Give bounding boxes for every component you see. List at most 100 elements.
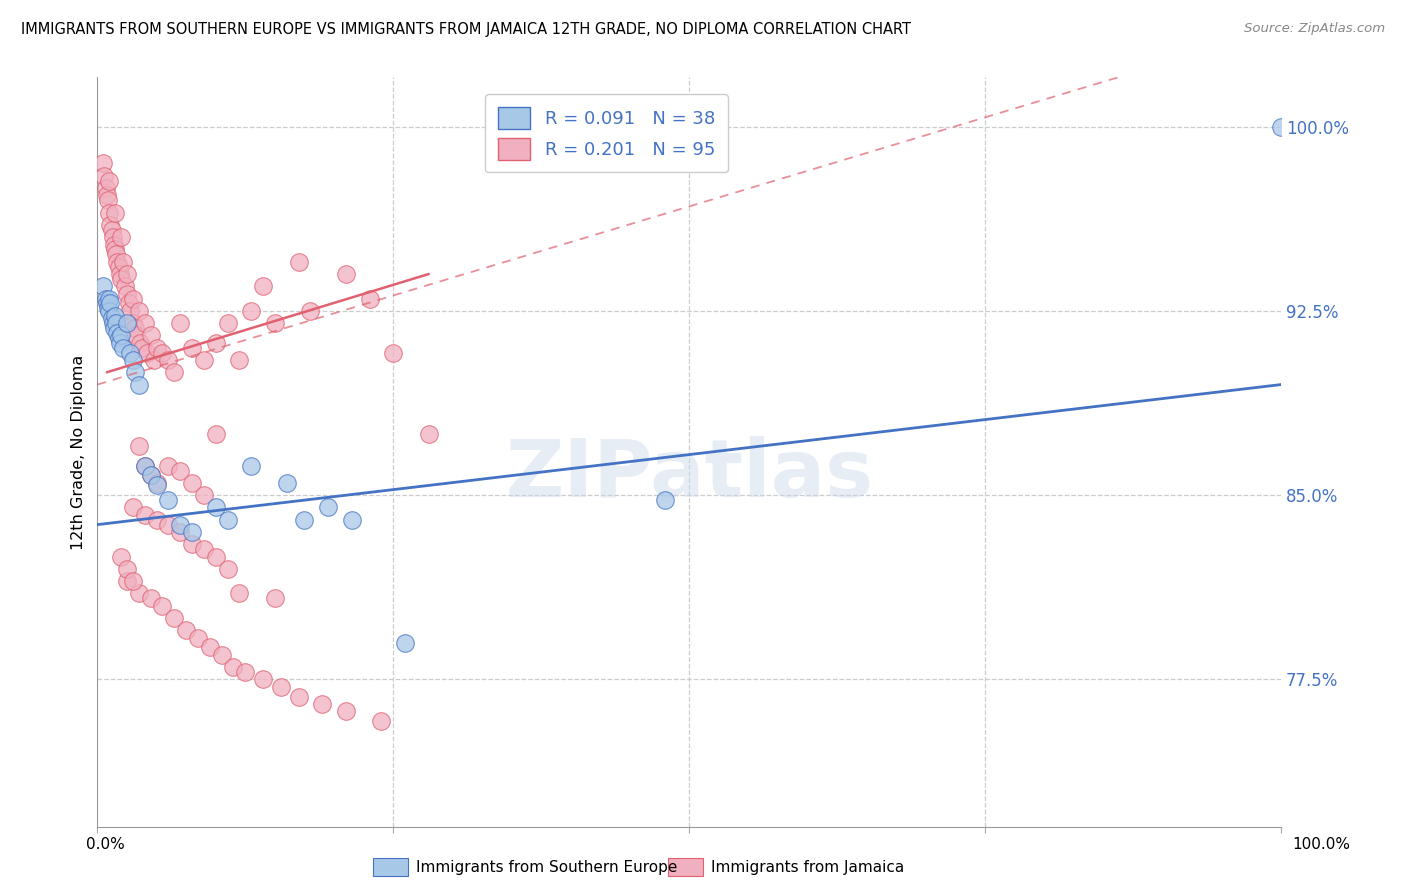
Point bbox=[121, 316, 143, 330]
Point bbox=[124, 321, 146, 335]
Point bbox=[211, 648, 233, 662]
Point bbox=[91, 279, 114, 293]
Point bbox=[193, 488, 215, 502]
Point bbox=[105, 247, 128, 261]
Point bbox=[96, 296, 118, 310]
Point bbox=[114, 279, 136, 293]
Point bbox=[104, 309, 127, 323]
Point bbox=[233, 665, 256, 679]
Point bbox=[169, 517, 191, 532]
Point bbox=[181, 475, 204, 490]
Point bbox=[340, 513, 363, 527]
Point bbox=[115, 562, 138, 576]
Point bbox=[169, 316, 191, 330]
Text: IMMIGRANTS FROM SOUTHERN EUROPE VS IMMIGRANTS FROM JAMAICA 12TH GRADE, NO DIPLOM: IMMIGRANTS FROM SOUTHERN EUROPE VS IMMIG… bbox=[21, 22, 911, 37]
Point bbox=[145, 478, 167, 492]
Point bbox=[294, 513, 316, 527]
Point bbox=[145, 513, 167, 527]
Point bbox=[112, 341, 135, 355]
Point bbox=[93, 169, 115, 183]
Point bbox=[240, 303, 263, 318]
Point bbox=[204, 549, 226, 564]
Point bbox=[276, 475, 298, 490]
Point bbox=[204, 500, 226, 515]
Point bbox=[100, 311, 122, 326]
Point bbox=[169, 464, 191, 478]
Point bbox=[98, 205, 121, 219]
Point bbox=[121, 353, 143, 368]
Point bbox=[110, 549, 132, 564]
Point bbox=[108, 335, 131, 350]
Point bbox=[152, 345, 174, 359]
Point bbox=[110, 272, 132, 286]
Y-axis label: 12th Grade, No Diploma: 12th Grade, No Diploma bbox=[72, 354, 86, 549]
Point bbox=[217, 562, 239, 576]
Point bbox=[311, 697, 333, 711]
Point bbox=[97, 301, 120, 316]
Point bbox=[98, 292, 121, 306]
Point bbox=[103, 321, 125, 335]
Point bbox=[112, 254, 135, 268]
Point bbox=[128, 586, 150, 600]
Point bbox=[139, 468, 162, 483]
Point bbox=[264, 316, 287, 330]
Point bbox=[139, 328, 162, 343]
Point bbox=[139, 591, 162, 606]
Point bbox=[110, 328, 132, 343]
Point bbox=[94, 292, 117, 306]
Text: Immigrants from Jamaica: Immigrants from Jamaica bbox=[711, 860, 904, 874]
Point bbox=[252, 673, 274, 687]
Point bbox=[134, 316, 156, 330]
Point bbox=[124, 365, 146, 379]
Point bbox=[128, 303, 150, 318]
Point bbox=[187, 631, 209, 645]
Text: Immigrants from Southern Europe: Immigrants from Southern Europe bbox=[416, 860, 678, 874]
Legend: R = 0.091   N = 38, R = 0.201   N = 95: R = 0.091 N = 38, R = 0.201 N = 95 bbox=[485, 94, 727, 172]
Point bbox=[359, 292, 381, 306]
Point bbox=[91, 156, 114, 170]
Text: 100.0%: 100.0% bbox=[1292, 837, 1351, 852]
Point bbox=[654, 493, 676, 508]
Point bbox=[115, 574, 138, 589]
Point bbox=[120, 303, 142, 318]
Point bbox=[157, 353, 180, 368]
Point bbox=[101, 230, 124, 244]
Point bbox=[316, 500, 339, 515]
Point bbox=[115, 286, 138, 301]
Point bbox=[181, 341, 204, 355]
Point bbox=[98, 218, 121, 232]
Point bbox=[252, 279, 274, 293]
Point bbox=[193, 542, 215, 557]
Point bbox=[103, 237, 125, 252]
Point bbox=[418, 426, 440, 441]
Point bbox=[104, 205, 127, 219]
Point bbox=[129, 335, 152, 350]
Point bbox=[107, 254, 129, 268]
Point bbox=[335, 704, 357, 718]
Point bbox=[136, 345, 159, 359]
Point bbox=[125, 328, 148, 343]
Point bbox=[157, 458, 180, 473]
Point bbox=[139, 468, 162, 483]
Point bbox=[97, 194, 120, 208]
Point bbox=[121, 500, 143, 515]
Point bbox=[115, 267, 138, 281]
Point bbox=[98, 303, 121, 318]
Point bbox=[104, 243, 127, 257]
Point bbox=[121, 292, 143, 306]
Point bbox=[120, 345, 142, 359]
Point bbox=[222, 660, 245, 674]
Point bbox=[107, 331, 129, 345]
Point bbox=[217, 513, 239, 527]
Point bbox=[101, 316, 124, 330]
Point bbox=[240, 458, 263, 473]
Point bbox=[107, 326, 129, 340]
Point bbox=[335, 267, 357, 281]
Point bbox=[217, 316, 239, 330]
Point bbox=[382, 345, 405, 359]
Point bbox=[131, 341, 153, 355]
Point bbox=[98, 296, 121, 310]
Point bbox=[163, 365, 186, 379]
Point bbox=[107, 260, 129, 274]
Text: 0.0%: 0.0% bbox=[86, 837, 125, 852]
